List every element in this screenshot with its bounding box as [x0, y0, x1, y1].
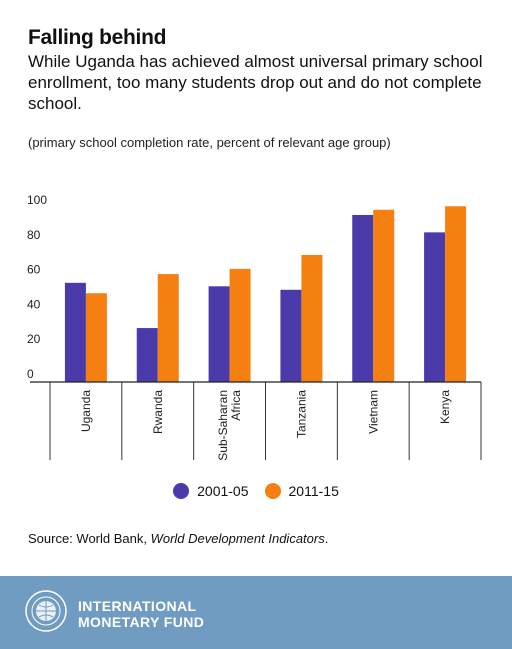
bar-series-a — [136, 328, 158, 382]
legend: 2001-05 2011-15 — [0, 483, 512, 499]
chart-title: Falling behind — [28, 26, 167, 49]
y-tick-label: 100 — [27, 193, 47, 207]
unit-note: (primary school completion rate, percent… — [28, 135, 391, 150]
source-prefix: Source: World Bank, — [28, 531, 151, 546]
x-tick-label: Uganda — [79, 390, 93, 432]
y-tick-label: 20 — [27, 332, 41, 346]
bar-series-b — [301, 254, 323, 382]
source-title: World Development Indicators — [150, 531, 325, 546]
y-tick-label: 0 — [27, 367, 34, 381]
legend-label-series-a: 2001-05 — [197, 483, 249, 499]
bar-series-a — [64, 282, 86, 382]
legend-item-series-a: 2001-05 — [173, 483, 249, 499]
legend-swatch-series-a — [173, 483, 190, 499]
org-name-line2: MONETARY FUND — [78, 614, 205, 630]
bar-chart: 0 20 40 60 80 100 Uganda Rwanda Sub-SaharanAfric… — [27, 193, 482, 461]
org-name-line1: INTERNATIONAL — [78, 598, 197, 614]
footer-banner: INTERNATIONAL MONETARY FUND — [0, 576, 512, 649]
x-tick-label: Rwanda — [151, 390, 165, 434]
org-name: INTERNATIONAL MONETARY FUND — [78, 598, 204, 630]
bar-series-a — [424, 232, 446, 382]
x-tick-label: Vietnam — [366, 390, 380, 434]
bar-series-b — [373, 209, 395, 382]
imf-seal-icon — [25, 590, 67, 632]
bar-series-b — [229, 268, 251, 382]
source-suffix: . — [324, 531, 329, 546]
bar-series-a — [208, 286, 230, 382]
legend-item-series-b: 2011-15 — [264, 483, 339, 499]
source-note: Source: World Bank, World Development In… — [28, 531, 328, 546]
legend-swatch-series-b — [264, 483, 281, 499]
bar-series-a — [352, 214, 374, 382]
legend-label-series-b: 2011-15 — [288, 483, 339, 499]
y-tick-label: 80 — [27, 228, 41, 242]
y-tick-label: 60 — [27, 263, 41, 277]
x-tick-label: Sub-SaharanAfrica — [216, 390, 243, 461]
bar-series-b — [157, 274, 179, 382]
bar-series-b — [445, 206, 467, 382]
bar-series-b — [85, 293, 107, 382]
bar-series-a — [280, 289, 302, 382]
y-tick-label: 40 — [27, 297, 41, 311]
x-tick-label: Kenya — [438, 390, 452, 424]
chart-subtitle: While Uganda has achieved almost univers… — [28, 52, 483, 113]
x-tick-label: Tanzania — [294, 390, 308, 438]
